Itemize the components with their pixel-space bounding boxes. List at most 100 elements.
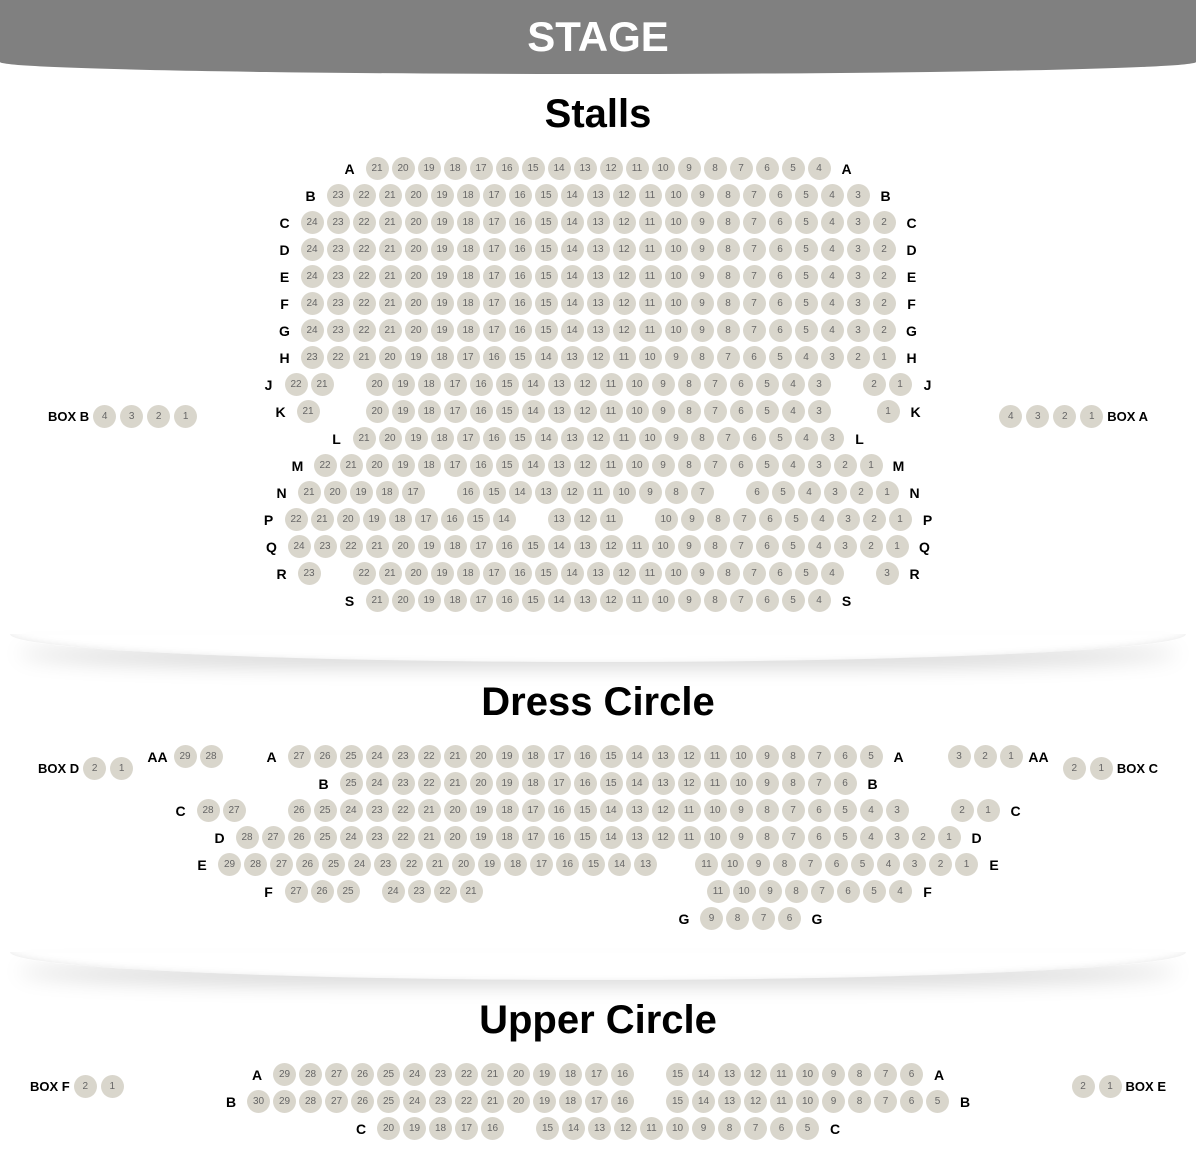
seat[interactable]: 16 <box>496 535 519 558</box>
seat[interactable]: 16 <box>509 562 532 585</box>
seat[interactable]: 28 <box>299 1063 322 1086</box>
seat[interactable]: 5 <box>860 745 883 768</box>
seat[interactable]: 16 <box>548 826 571 849</box>
seat[interactable]: 21 <box>379 562 402 585</box>
seat[interactable]: 19 <box>418 535 441 558</box>
seat[interactable]: 7 <box>874 1090 897 1113</box>
seat[interactable]: 16 <box>496 157 519 180</box>
seat[interactable]: 2 <box>1053 405 1076 428</box>
seat[interactable]: 12 <box>744 1063 767 1086</box>
seat[interactable]: 26 <box>314 745 337 768</box>
seat[interactable]: 16 <box>457 481 480 504</box>
seat[interactable]: 22 <box>455 1063 478 1086</box>
seat[interactable]: 7 <box>691 481 714 504</box>
seat[interactable]: 3 <box>821 427 844 450</box>
seat[interactable]: 7 <box>743 211 766 234</box>
seat[interactable]: 19 <box>363 508 386 531</box>
seat[interactable]: 11 <box>639 265 662 288</box>
seat[interactable]: 18 <box>457 238 480 261</box>
seat[interactable]: 17 <box>483 211 506 234</box>
seat[interactable]: 19 <box>478 853 501 876</box>
seat[interactable]: 18 <box>457 292 480 315</box>
seat[interactable]: 15 <box>509 346 532 369</box>
seat[interactable]: 29 <box>174 745 197 768</box>
seat[interactable]: 14 <box>561 292 584 315</box>
seat[interactable]: 12 <box>574 373 597 396</box>
seat[interactable]: 22 <box>434 880 457 903</box>
seat[interactable]: 20 <box>392 157 415 180</box>
seat[interactable]: 1 <box>886 535 909 558</box>
seat[interactable]: 14 <box>692 1063 715 1086</box>
seat[interactable]: 10 <box>704 826 727 849</box>
seat[interactable]: 14 <box>548 589 571 612</box>
seat[interactable]: 15 <box>467 508 490 531</box>
seat[interactable]: 20 <box>405 265 428 288</box>
seat[interactable]: 12 <box>613 319 636 342</box>
seat[interactable]: 10 <box>796 1063 819 1086</box>
seat[interactable]: 4 <box>808 589 831 612</box>
seat[interactable]: 8 <box>782 772 805 795</box>
seat[interactable]: 22 <box>314 454 337 477</box>
seat[interactable]: 21 <box>379 292 402 315</box>
seat[interactable]: 20 <box>470 745 493 768</box>
seat[interactable]: 17 <box>585 1063 608 1086</box>
seat[interactable]: 4 <box>782 454 805 477</box>
seat[interactable]: 7 <box>808 772 831 795</box>
seat[interactable]: 28 <box>299 1090 322 1113</box>
seat[interactable]: 17 <box>530 853 553 876</box>
seat[interactable]: 6 <box>837 880 860 903</box>
seat[interactable]: 8 <box>707 508 730 531</box>
seat[interactable]: 22 <box>353 292 376 315</box>
seat[interactable]: 4 <box>821 292 844 315</box>
seat[interactable]: 9 <box>678 535 701 558</box>
seat[interactable]: 21 <box>418 826 441 849</box>
seat[interactable]: 3 <box>847 265 870 288</box>
seat[interactable]: 19 <box>403 1117 426 1140</box>
seat[interactable]: 3 <box>837 508 860 531</box>
seat[interactable]: 15 <box>535 319 558 342</box>
seat[interactable]: 7 <box>743 319 766 342</box>
seat[interactable]: 15 <box>483 481 506 504</box>
seat[interactable]: 2 <box>929 853 952 876</box>
seat[interactable]: 11 <box>600 454 623 477</box>
seat[interactable]: 20 <box>405 319 428 342</box>
seat[interactable]: 13 <box>588 1117 611 1140</box>
seat[interactable]: 26 <box>288 799 311 822</box>
seat[interactable]: 21 <box>366 157 389 180</box>
seat[interactable]: 8 <box>717 562 740 585</box>
seat[interactable]: 14 <box>692 1090 715 1113</box>
seat[interactable]: 13 <box>587 292 610 315</box>
seat[interactable]: 8 <box>785 880 808 903</box>
seat[interactable]: 5 <box>795 562 818 585</box>
seat[interactable]: 27 <box>262 826 285 849</box>
seat[interactable]: 17 <box>470 589 493 612</box>
seat[interactable]: 6 <box>730 373 753 396</box>
seat[interactable]: 7 <box>704 373 727 396</box>
seat[interactable]: 27 <box>270 853 293 876</box>
seat[interactable]: 27 <box>325 1063 348 1086</box>
seat[interactable]: 6 <box>769 562 792 585</box>
seat[interactable]: 23 <box>392 772 415 795</box>
seat[interactable]: 1 <box>889 508 912 531</box>
seat[interactable]: 20 <box>324 481 347 504</box>
seat[interactable]: 9 <box>691 238 714 261</box>
seat[interactable]: 4 <box>798 481 821 504</box>
seat[interactable]: 23 <box>429 1063 452 1086</box>
seat[interactable]: 20 <box>444 799 467 822</box>
seat[interactable]: 10 <box>639 346 662 369</box>
seat[interactable]: 9 <box>678 157 701 180</box>
seat[interactable]: 11 <box>639 238 662 261</box>
seat[interactable]: 5 <box>926 1090 949 1113</box>
seat[interactable]: 21 <box>297 400 320 423</box>
seat[interactable]: 9 <box>681 508 704 531</box>
seat[interactable]: 6 <box>769 292 792 315</box>
seat[interactable]: 23 <box>429 1090 452 1113</box>
seat[interactable]: 8 <box>691 427 714 450</box>
seat[interactable]: 5 <box>772 481 795 504</box>
seat[interactable]: 21 <box>366 589 389 612</box>
seat[interactable]: 14 <box>561 265 584 288</box>
seat[interactable]: 9 <box>747 853 770 876</box>
seat[interactable]: 8 <box>782 745 805 768</box>
seat[interactable]: 2 <box>147 405 170 428</box>
seat[interactable]: 22 <box>400 853 423 876</box>
